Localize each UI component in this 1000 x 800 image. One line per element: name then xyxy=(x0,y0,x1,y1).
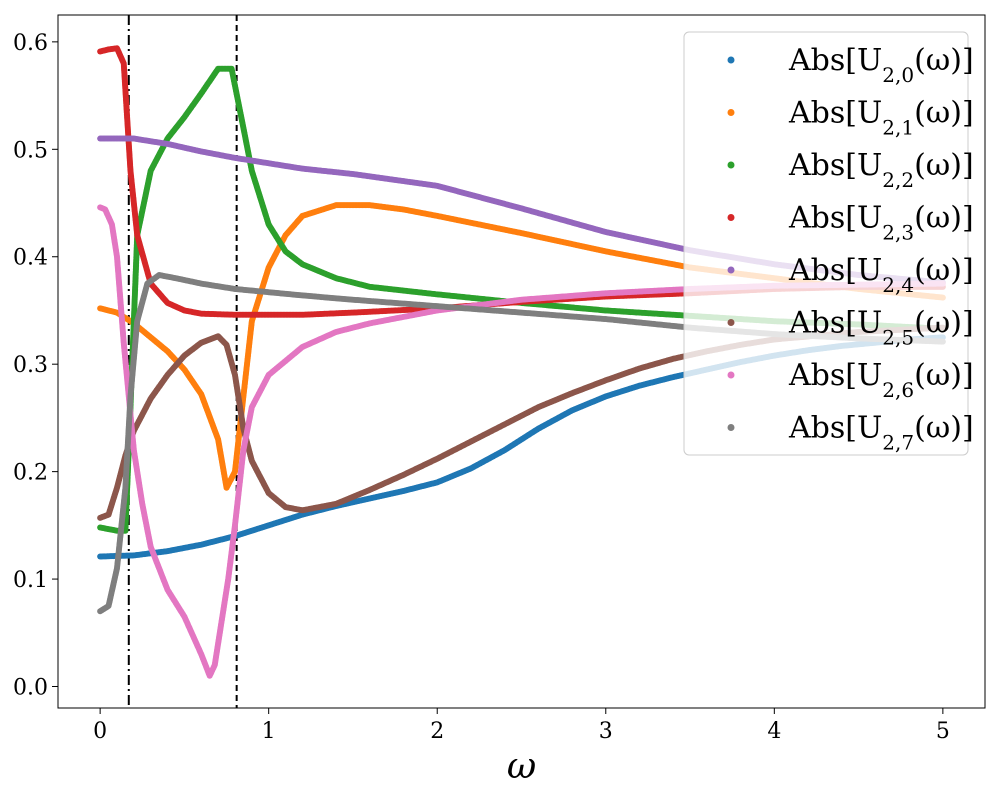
line-chart: 012345 0.00.10.20.30.40.50.6 ω Abs[U2,0(… xyxy=(13,14,986,787)
chart-container: 012345 0.0 0.1 0.2 0.3 0.4 0.5 0.6 ω Abs[U2,0(… xyxy=(13,14,986,787)
